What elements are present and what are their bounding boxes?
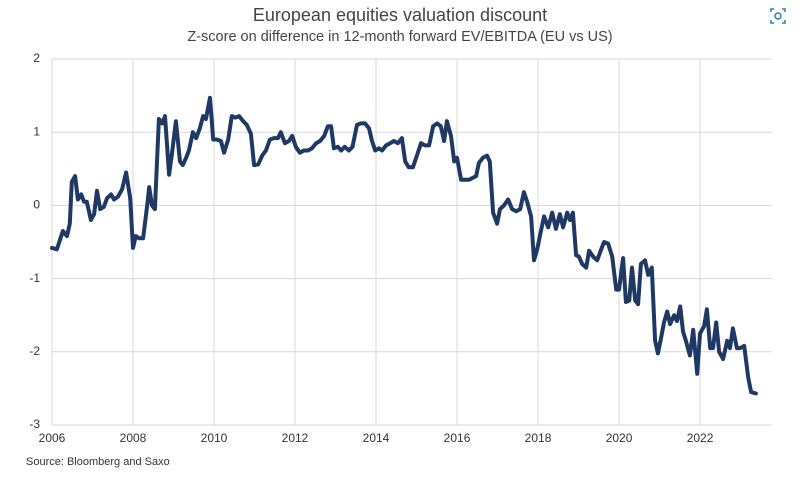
x-tick-label: 2020 [606,431,633,445]
chart-subtitle: Z-score on difference in 12-month forwar… [187,29,612,45]
x-tick-label: 2012 [282,431,309,445]
x-tick-label: 2016 [444,431,471,445]
y-tick-label: 0 [33,198,40,212]
y-tick-label: -1 [29,271,40,285]
y-tick-label: 2 [33,51,40,65]
y-tick-label: 1 [33,124,40,138]
y-tick-label: -2 [29,344,40,358]
x-tick-label: 2008 [120,431,147,445]
x-tick-label: 2018 [525,431,552,445]
scan-icon[interactable] [770,8,786,24]
x-tick-label: 2010 [201,431,228,445]
x-tick-label: 2014 [363,431,390,445]
data-line [50,95,758,396]
chart-title: European equities valuation discount [253,5,547,25]
x-tick-label: 2006 [39,431,66,445]
source-note: Source: Bloomberg and Saxo [26,456,170,468]
y-tick-label: -3 [29,417,40,431]
x-tick-label: 2022 [687,431,714,445]
